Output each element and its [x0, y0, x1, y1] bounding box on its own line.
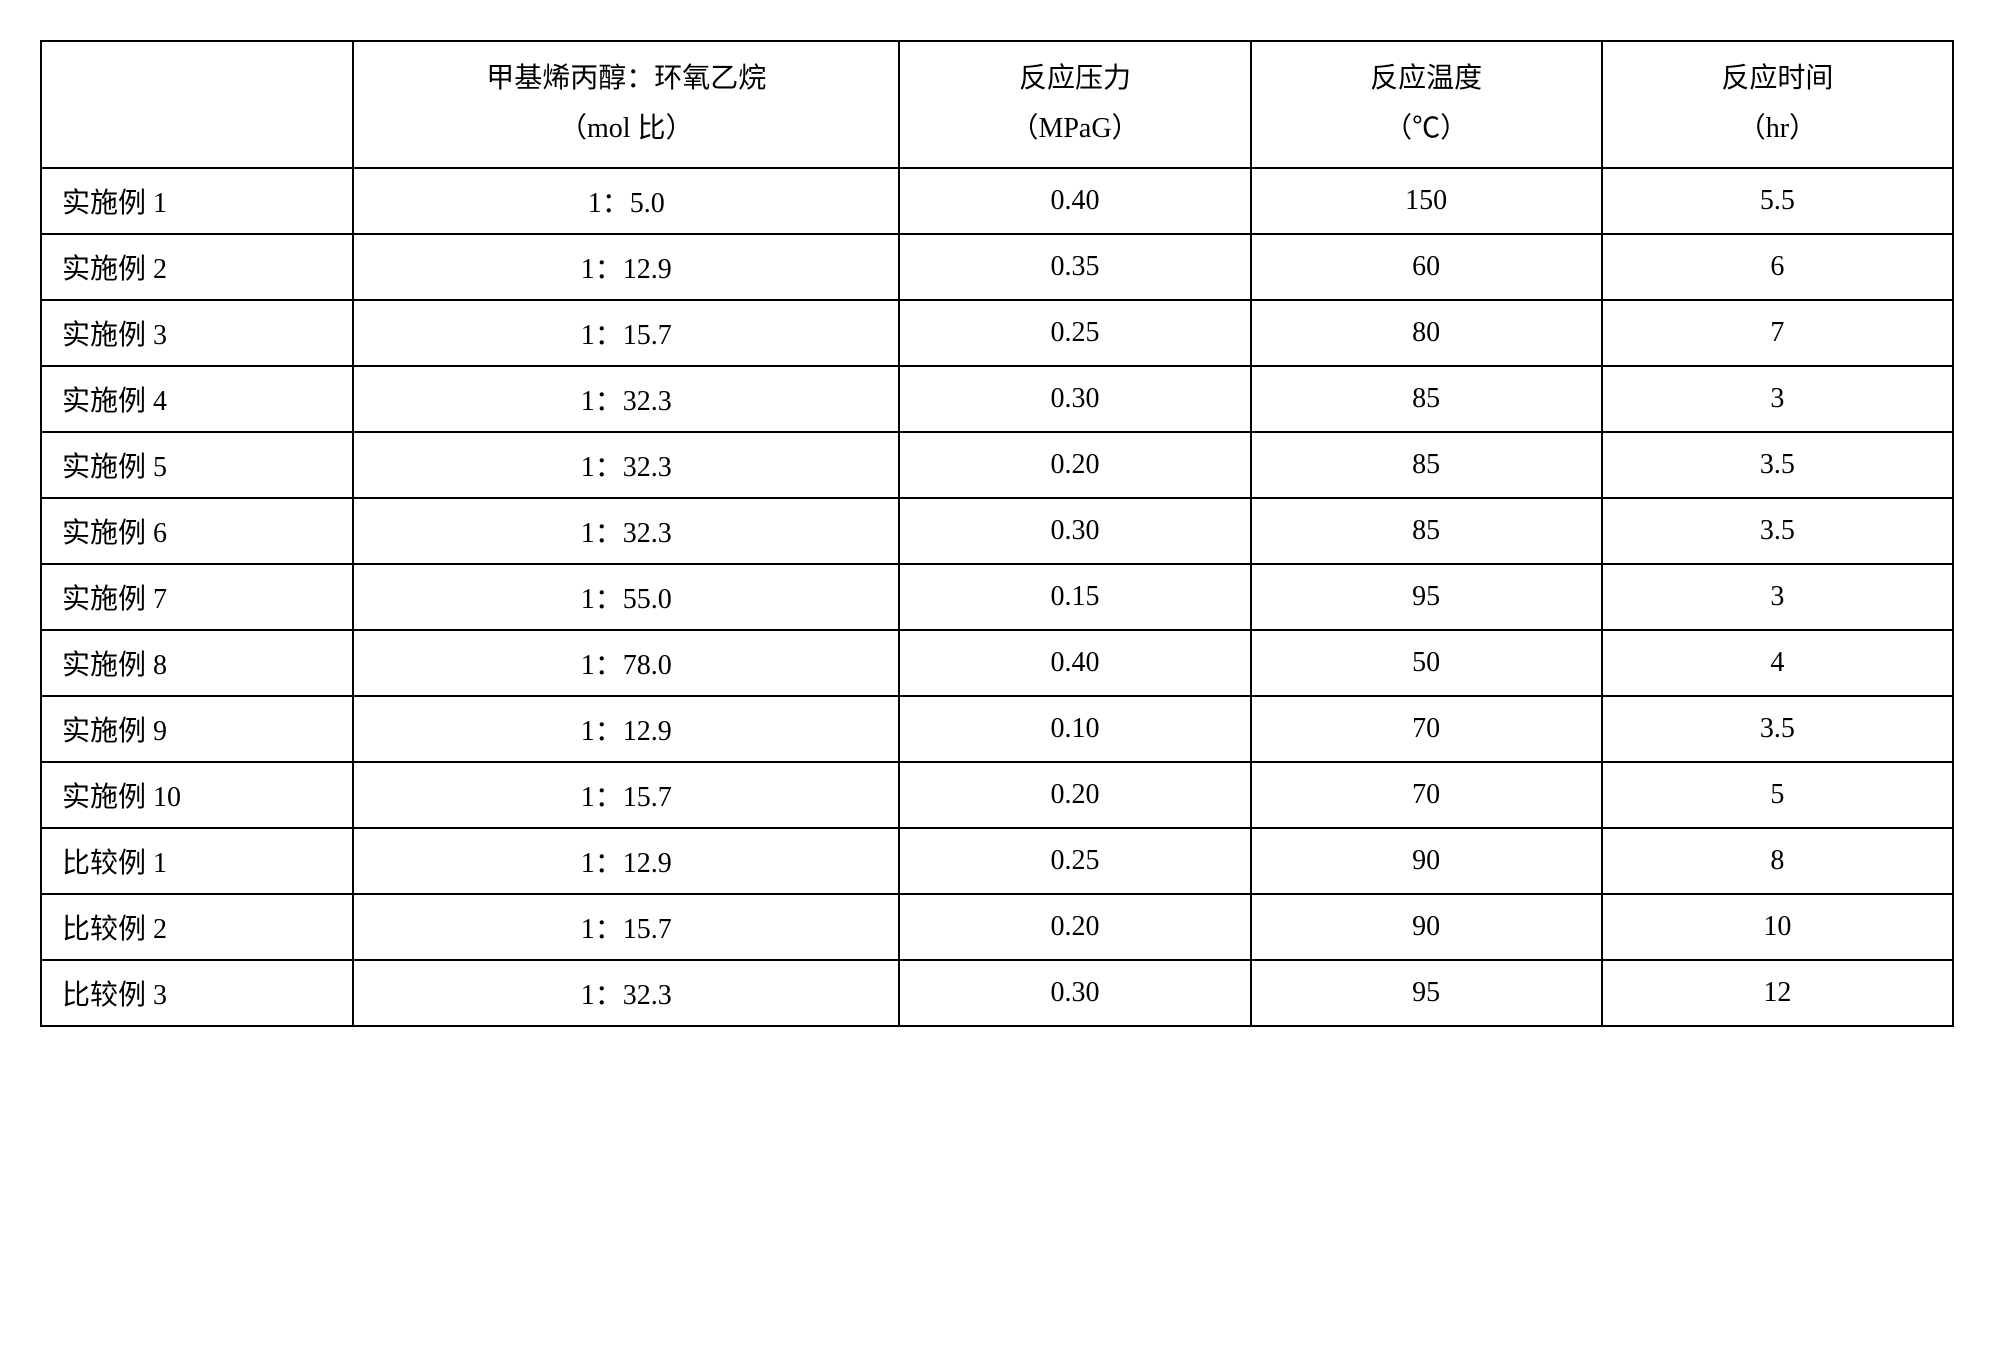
- cell-pressure: 0.40: [899, 168, 1250, 234]
- cell-temp: 95: [1251, 564, 1602, 630]
- cell-pressure: 0.20: [899, 894, 1250, 960]
- header-ratio-line1: 甲基烯丙醇：环氧乙烷: [370, 54, 882, 104]
- table-row: 比较例 31：32.30.309512: [41, 960, 1953, 1026]
- header-ratio: 甲基烯丙醇：环氧乙烷 （mol 比）: [353, 41, 899, 168]
- header-temp-line1: 反应温度: [1268, 54, 1585, 104]
- cell-pressure: 0.30: [899, 366, 1250, 432]
- cell-pressure: 0.20: [899, 762, 1250, 828]
- row-label: 实施例 10: [41, 762, 353, 828]
- cell-pressure: 0.40: [899, 630, 1250, 696]
- cell-time: 12: [1602, 960, 1953, 1026]
- row-label: 实施例 1: [41, 168, 353, 234]
- header-temp: 反应温度 （℃）: [1251, 41, 1602, 168]
- table-row: 实施例 91：12.90.10703.5: [41, 696, 1953, 762]
- cell-pressure: 0.15: [899, 564, 1250, 630]
- cell-ratio: 1：55.0: [353, 564, 899, 630]
- table-row: 比较例 21：15.70.209010: [41, 894, 1953, 960]
- cell-ratio: 1：12.9: [353, 696, 899, 762]
- row-label: 实施例 8: [41, 630, 353, 696]
- header-pressure-line1: 反应压力: [916, 54, 1233, 104]
- header-blank: [41, 41, 353, 168]
- cell-time: 3.5: [1602, 432, 1953, 498]
- table-row: 比较例 11：12.90.25908: [41, 828, 1953, 894]
- cell-pressure: 0.30: [899, 960, 1250, 1026]
- cell-temp: 95: [1251, 960, 1602, 1026]
- cell-temp: 90: [1251, 828, 1602, 894]
- cell-pressure: 0.25: [899, 300, 1250, 366]
- row-label: 比较例 1: [41, 828, 353, 894]
- cell-temp: 85: [1251, 366, 1602, 432]
- cell-time: 8: [1602, 828, 1953, 894]
- cell-pressure: 0.20: [899, 432, 1250, 498]
- cell-time: 6: [1602, 234, 1953, 300]
- header-time-line1: 反应时间: [1619, 54, 1936, 104]
- row-label: 实施例 7: [41, 564, 353, 630]
- cell-pressure: 0.25: [899, 828, 1250, 894]
- cell-temp: 50: [1251, 630, 1602, 696]
- table-row: 实施例 101：15.70.20705: [41, 762, 1953, 828]
- cell-temp: 90: [1251, 894, 1602, 960]
- cell-time: 10: [1602, 894, 1953, 960]
- header-time-line2: （hr）: [1619, 104, 1936, 154]
- table-row: 实施例 11：5.00.401505.5: [41, 168, 1953, 234]
- table-row: 实施例 81：78.00.40504: [41, 630, 1953, 696]
- cell-time: 3: [1602, 564, 1953, 630]
- header-temp-line2: （℃）: [1268, 104, 1585, 154]
- cell-temp: 85: [1251, 498, 1602, 564]
- cell-pressure: 0.35: [899, 234, 1250, 300]
- table-row: 实施例 21：12.90.35606: [41, 234, 1953, 300]
- cell-temp: 80: [1251, 300, 1602, 366]
- table-row: 实施例 41：32.30.30853: [41, 366, 1953, 432]
- cell-time: 4: [1602, 630, 1953, 696]
- cell-temp: 70: [1251, 696, 1602, 762]
- cell-ratio: 1：15.7: [353, 300, 899, 366]
- cell-time: 5.5: [1602, 168, 1953, 234]
- table-row: 实施例 61：32.30.30853.5: [41, 498, 1953, 564]
- row-label: 实施例 2: [41, 234, 353, 300]
- reaction-conditions-table: 甲基烯丙醇：环氧乙烷 （mol 比） 反应压力 （MPaG） 反应温度 （℃） …: [40, 40, 1954, 1027]
- cell-ratio: 1：5.0: [353, 168, 899, 234]
- row-label: 比较例 2: [41, 894, 353, 960]
- cell-ratio: 1：15.7: [353, 894, 899, 960]
- cell-time: 7: [1602, 300, 1953, 366]
- table-header-row: 甲基烯丙醇：环氧乙烷 （mol 比） 反应压力 （MPaG） 反应温度 （℃） …: [41, 41, 1953, 168]
- cell-ratio: 1：15.7: [353, 762, 899, 828]
- table-row: 实施例 51：32.30.20853.5: [41, 432, 1953, 498]
- table-row: 实施例 71：55.00.15953: [41, 564, 1953, 630]
- cell-time: 3.5: [1602, 696, 1953, 762]
- cell-pressure: 0.30: [899, 498, 1250, 564]
- row-label: 比较例 3: [41, 960, 353, 1026]
- cell-time: 3: [1602, 366, 1953, 432]
- cell-temp: 85: [1251, 432, 1602, 498]
- cell-ratio: 1：32.3: [353, 498, 899, 564]
- row-label: 实施例 9: [41, 696, 353, 762]
- header-ratio-line2: （mol 比）: [370, 104, 882, 154]
- header-pressure-line2: （MPaG）: [916, 104, 1233, 154]
- cell-time: 3.5: [1602, 498, 1953, 564]
- table-row: 实施例 31：15.70.25807: [41, 300, 1953, 366]
- row-label: 实施例 6: [41, 498, 353, 564]
- header-pressure: 反应压力 （MPaG）: [899, 41, 1250, 168]
- cell-pressure: 0.10: [899, 696, 1250, 762]
- cell-time: 5: [1602, 762, 1953, 828]
- cell-ratio: 1：32.3: [353, 960, 899, 1026]
- table-body: 实施例 11：5.00.401505.5实施例 21：12.90.35606实施…: [41, 168, 1953, 1026]
- cell-temp: 60: [1251, 234, 1602, 300]
- row-label: 实施例 4: [41, 366, 353, 432]
- header-time: 反应时间 （hr）: [1602, 41, 1953, 168]
- row-label: 实施例 3: [41, 300, 353, 366]
- cell-ratio: 1：32.3: [353, 366, 899, 432]
- cell-ratio: 1：78.0: [353, 630, 899, 696]
- row-label: 实施例 5: [41, 432, 353, 498]
- cell-ratio: 1：32.3: [353, 432, 899, 498]
- cell-ratio: 1：12.9: [353, 234, 899, 300]
- cell-temp: 150: [1251, 168, 1602, 234]
- cell-ratio: 1：12.9: [353, 828, 899, 894]
- cell-temp: 70: [1251, 762, 1602, 828]
